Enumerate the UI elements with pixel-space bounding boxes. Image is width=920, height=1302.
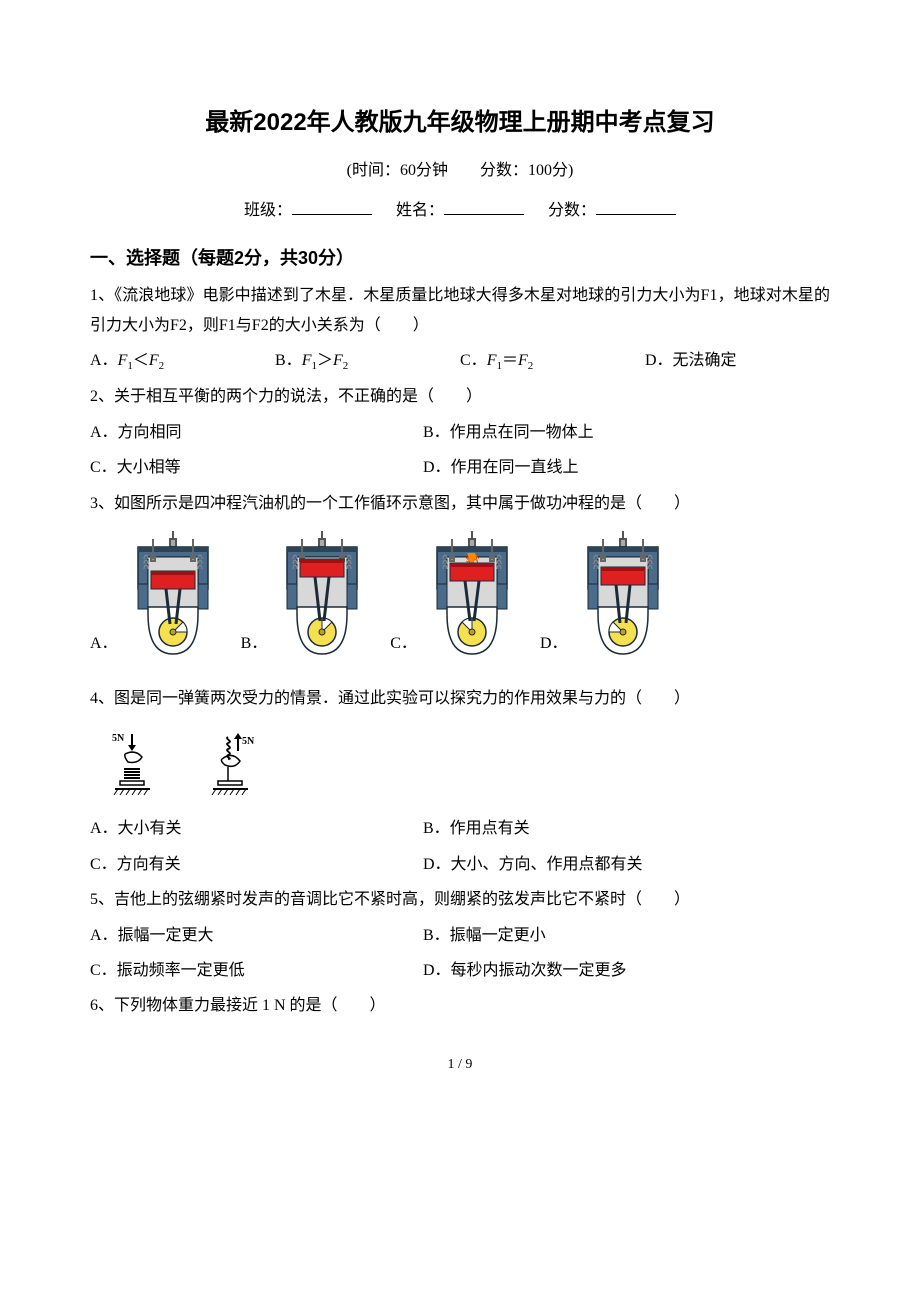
q4-option-c: C．方向有关 bbox=[90, 850, 423, 880]
page-number: 1 / 9 bbox=[90, 1052, 830, 1079]
q2-options-1: A．方向相同 B．作用点在同一物体上 bbox=[90, 418, 830, 448]
engine-d: D． bbox=[540, 529, 671, 659]
engine-label-c: C． bbox=[390, 629, 417, 659]
page-subtitle: (时间：60分钟 分数：100分) bbox=[90, 156, 830, 186]
info-line: 班级： 姓名： 分数： bbox=[90, 196, 830, 226]
q5-option-a: A．振幅一定更大 bbox=[90, 921, 423, 951]
engine-diagrams: A． B． bbox=[90, 529, 830, 659]
question-2: 2、关于相互平衡的两个力的说法，不正确的是（ ） bbox=[90, 382, 830, 412]
q4-options-1: A．大小有关 B．作用点有关 bbox=[90, 814, 830, 844]
engine-a-icon bbox=[126, 529, 221, 659]
engine-c: C． bbox=[390, 529, 520, 659]
q1-options: A．F1＜F2 B．F1＞F2 C．F1＝F2 D．无法确定 bbox=[90, 346, 830, 377]
q1-option-d: D．无法确定 bbox=[645, 346, 830, 377]
q5-options-2: C．振动频率一定更低 D．每秒内振动次数一定更多 bbox=[90, 956, 830, 986]
q4-option-a: A．大小有关 bbox=[90, 814, 423, 844]
q2-option-a: A．方向相同 bbox=[90, 418, 423, 448]
question-3: 3、如图所示是四冲程汽油机的一个工作循环示意图，其中属于做功冲程的是（ ） bbox=[90, 489, 830, 519]
q2-options-2: C．大小相等 D．作用在同一直线上 bbox=[90, 453, 830, 483]
q1-option-b: B．F1＞F2 bbox=[275, 346, 460, 377]
q2-option-d: D．作用在同一直线上 bbox=[423, 453, 830, 483]
page-title: 最新2022年人教版九年级物理上册期中考点复习 bbox=[90, 100, 830, 146]
q5-option-b: B．振幅一定更小 bbox=[423, 921, 830, 951]
engine-a: A． bbox=[90, 529, 221, 659]
q1-option-a: A．F1＜F2 bbox=[90, 346, 275, 377]
engine-label-d: D． bbox=[540, 629, 568, 659]
class-label: 班级： bbox=[244, 202, 292, 219]
q5-options-1: A．振幅一定更大 B．振幅一定更小 bbox=[90, 921, 830, 951]
name-blank bbox=[444, 199, 524, 215]
class-blank bbox=[292, 199, 372, 215]
q2-option-c: C．大小相等 bbox=[90, 453, 423, 483]
spring-stretch-icon: 5N bbox=[210, 729, 270, 799]
spring-label-2: 5N bbox=[242, 736, 255, 747]
engine-d-icon bbox=[576, 529, 671, 659]
engine-label-a: A． bbox=[90, 629, 118, 659]
q1-option-c: C．F1＝F2 bbox=[460, 346, 645, 377]
spring-compress-icon: 5N bbox=[110, 729, 170, 799]
q5-option-d: D．每秒内振动次数一定更多 bbox=[423, 956, 830, 986]
engine-c-icon bbox=[425, 529, 520, 659]
score-label: 分数： bbox=[548, 202, 596, 219]
name-label: 姓名： bbox=[396, 202, 444, 219]
engine-b: B． bbox=[241, 529, 371, 659]
section-1-header: 一、选择题（每题2分，共30分） bbox=[90, 241, 830, 275]
spring-diagrams: 5N 5N bbox=[110, 729, 830, 799]
q5-option-c: C．振动频率一定更低 bbox=[90, 956, 423, 986]
question-6: 6、下列物体重力最接近 1 N 的是（ ） bbox=[90, 991, 830, 1021]
engine-b-icon bbox=[275, 529, 370, 659]
q2-option-b: B．作用点在同一物体上 bbox=[423, 418, 830, 448]
question-1: 1、《流浪地球》电影中描述到了木星．木星质量比地球大得多木星对地球的引力大小为F… bbox=[90, 281, 830, 342]
score-blank bbox=[596, 199, 676, 215]
q4-option-d: D．大小、方向、作用点都有关 bbox=[423, 850, 830, 880]
q4-option-b: B．作用点有关 bbox=[423, 814, 830, 844]
engine-label-b: B． bbox=[241, 629, 268, 659]
q4-options-2: C．方向有关 D．大小、方向、作用点都有关 bbox=[90, 850, 830, 880]
question-5: 5、吉他上的弦绷紧时发声的音调比它不紧时高，则绷紧的弦发声比它不紧时（ ） bbox=[90, 885, 830, 915]
question-4: 4、图是同一弹簧两次受力的情景．通过此实验可以探究力的作用效果与力的（ ） bbox=[90, 684, 830, 714]
spring-label-1: 5N bbox=[112, 733, 125, 744]
